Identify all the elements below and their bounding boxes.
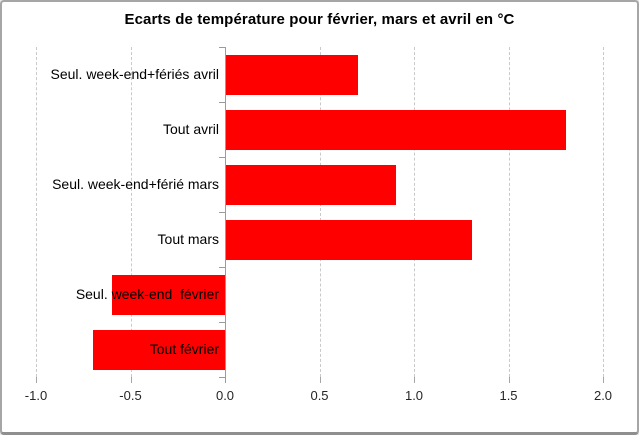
category-axis-tick bbox=[219, 47, 225, 48]
chart-title: Ecarts de température pour février, mars… bbox=[124, 11, 515, 28]
gridline bbox=[508, 47, 510, 377]
gridline bbox=[319, 47, 321, 377]
bar-1 bbox=[226, 54, 359, 95]
gridline bbox=[414, 47, 415, 377]
bar-5 bbox=[111, 274, 225, 315]
x-tick-label: 2.0 bbox=[593, 388, 613, 403]
axis-tick bbox=[319, 377, 321, 383]
axis-tick bbox=[36, 377, 37, 383]
gridline bbox=[603, 47, 604, 377]
category-label: Seul. week-end+fériés avril bbox=[50, 65, 219, 82]
category-axis-tick bbox=[219, 212, 225, 213]
bar-4 bbox=[226, 219, 472, 260]
x-tick-label: -0.5 bbox=[119, 388, 142, 403]
gridline bbox=[130, 47, 132, 377]
category-axis-tick bbox=[219, 322, 225, 323]
x-tick-label: 1.5 bbox=[499, 388, 518, 403]
x-tick-label: 0.0 bbox=[215, 388, 235, 403]
x-tick-label: -1.0 bbox=[24, 388, 48, 403]
category-label: Tout mars bbox=[157, 230, 219, 247]
category-label: Tout février bbox=[149, 340, 219, 357]
axis-tick bbox=[414, 377, 415, 383]
bar-3 bbox=[226, 164, 397, 205]
axis-tick bbox=[603, 377, 604, 383]
bar-6 bbox=[92, 329, 225, 370]
category-label: Tout avril bbox=[162, 120, 219, 137]
x-tick-label: 1.0 bbox=[404, 388, 424, 403]
category-axis-tick bbox=[219, 267, 225, 268]
category-axis-tick bbox=[219, 377, 225, 378]
category-label: Seul. week-end février bbox=[75, 285, 219, 302]
gridline bbox=[36, 47, 37, 377]
category-label: Seul. week-end+férié mars bbox=[52, 175, 219, 192]
category-axis bbox=[225, 47, 226, 383]
category-axis-tick bbox=[219, 102, 225, 103]
x-tick-label: 0.5 bbox=[310, 388, 329, 403]
category-axis-tick bbox=[219, 157, 225, 158]
axis-tick bbox=[130, 377, 132, 383]
bar-2 bbox=[226, 109, 567, 150]
axis-tick bbox=[508, 377, 510, 383]
